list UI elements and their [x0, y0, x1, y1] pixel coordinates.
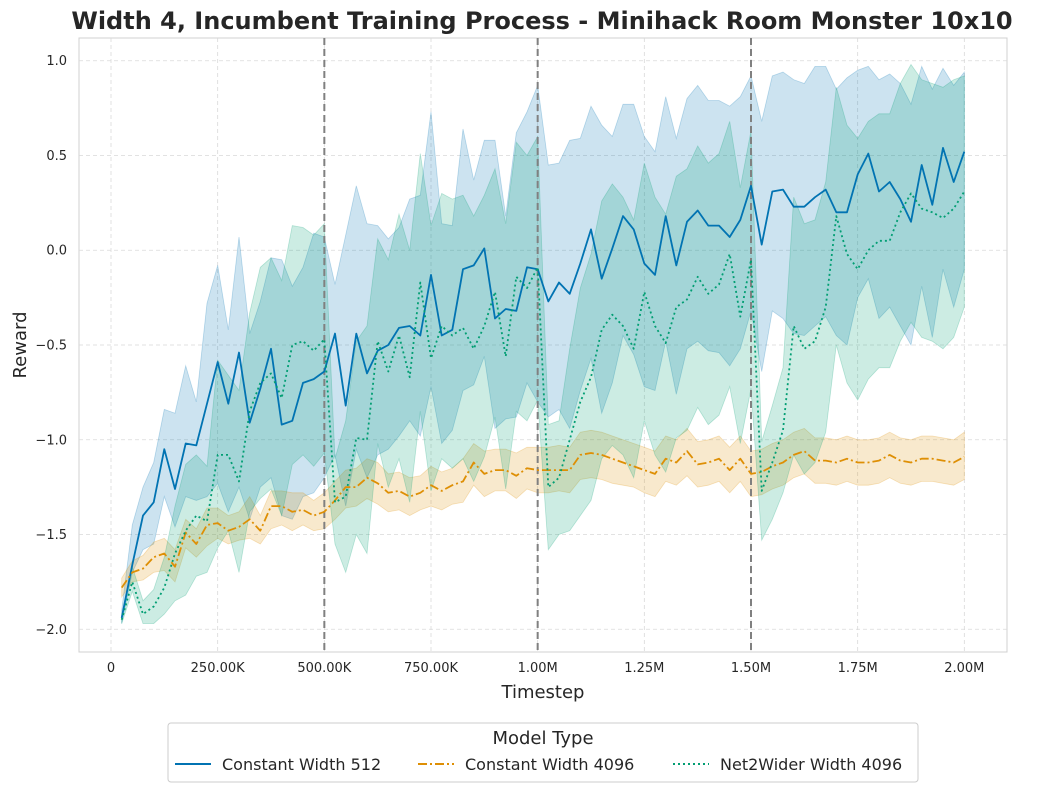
confidence-band-2 — [121, 63, 965, 624]
legend: Model Type Constant Width 512 Constant Wi… — [167, 722, 919, 783]
series-line-1 — [120, 450, 965, 589]
x-axis-label: Timestep — [501, 682, 585, 703]
legend-item: Constant Width 512 — [175, 755, 381, 774]
x-tick-label: 0 — [107, 661, 115, 676]
y-tick-label: −0.5 — [35, 339, 67, 354]
y-tick-label: 0.0 — [46, 244, 67, 259]
x-tick-label: 1.75M — [838, 661, 878, 676]
y-axis-label: Reward — [10, 311, 31, 378]
legend-title: Model Type — [492, 728, 593, 749]
series-line-0 — [120, 146, 966, 619]
stage-boundary-lines — [323, 38, 752, 652]
y-tick-label: 0.5 — [46, 149, 67, 164]
x-tick-labels: 0 250.00K 500.00K 750.00K 1.00M 1.25M 1.50M 1.7… — [107, 661, 985, 676]
confidence-band-1 — [121, 427, 965, 599]
x-tick-label: 750.00K — [404, 661, 458, 676]
y-tick-label: −2.0 — [35, 623, 67, 638]
y-tick-labels: 1.0 0.5 0.0 −0.5 −1.0 −1.5 −2.0 — [35, 54, 67, 638]
y-tick-label: −1.0 — [35, 433, 67, 448]
y-tick-label: −1.5 — [35, 528, 67, 543]
y-tick-label: 1.0 — [46, 54, 67, 69]
confidence-bands — [121, 63, 965, 624]
legend-label: Net2Wider Width 4096 — [720, 755, 902, 774]
legend-label: Constant Width 4096 — [465, 755, 634, 774]
legend-label: Constant Width 512 — [222, 755, 381, 774]
x-tick-label: 1.25M — [624, 661, 664, 676]
chart-title: Width 4, Incumbent Training Process - Mi… — [71, 7, 1012, 35]
series-lines — [120, 146, 966, 621]
x-tick-label: 1.50M — [731, 661, 771, 676]
legend-items: Constant Width 512 Constant Width 4096 Net… — [175, 755, 902, 774]
legend-item: Constant Width 4096 — [418, 755, 634, 774]
legend-item: Net2Wider Width 4096 — [673, 755, 902, 774]
legend-box — [167, 722, 919, 783]
x-tick-label: 250.00K — [191, 661, 245, 676]
x-tick-label: 500.00K — [297, 661, 351, 676]
confidence-band-0 — [121, 65, 965, 624]
x-tick-label: 2.00M — [944, 661, 984, 676]
x-tick-label: 1.00M — [518, 661, 558, 676]
